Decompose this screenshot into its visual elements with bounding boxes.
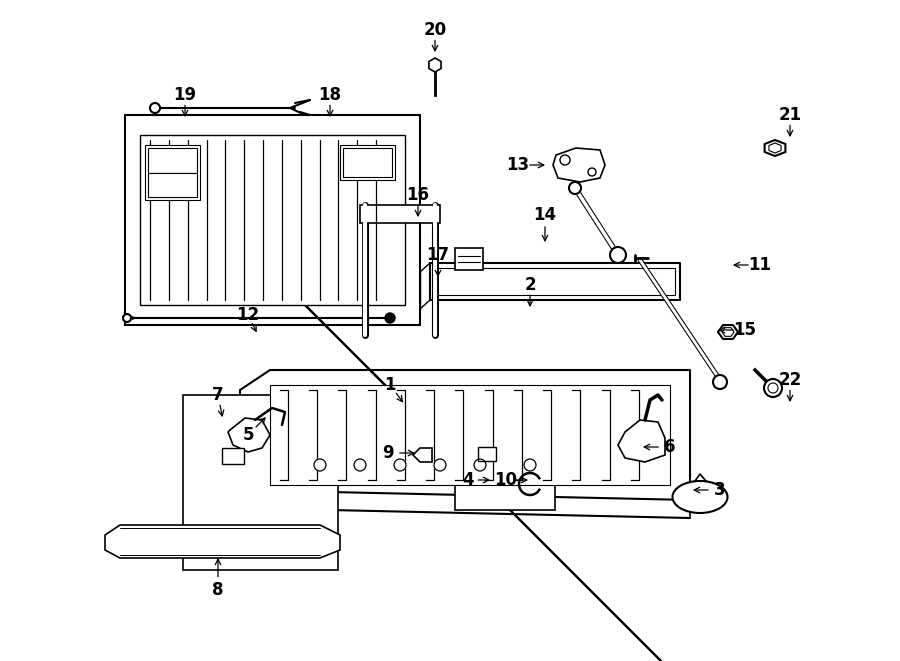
Bar (222, 448, 244, 464)
Ellipse shape (672, 481, 727, 513)
Text: 11: 11 (749, 256, 771, 274)
Text: 17: 17 (427, 246, 450, 264)
Text: 8: 8 (212, 581, 224, 599)
Circle shape (150, 103, 160, 113)
Text: 10: 10 (494, 471, 518, 489)
Bar (340, 145, 395, 180)
Text: 1: 1 (384, 376, 396, 394)
Circle shape (354, 459, 366, 471)
Circle shape (768, 383, 778, 393)
Circle shape (569, 182, 581, 194)
Circle shape (434, 459, 446, 471)
Circle shape (394, 459, 406, 471)
Bar (455, 458, 555, 510)
Polygon shape (769, 143, 781, 153)
Text: 21: 21 (778, 106, 802, 124)
Bar (270, 385, 670, 485)
Text: 2: 2 (524, 276, 536, 294)
Polygon shape (413, 448, 432, 462)
Polygon shape (722, 328, 734, 336)
Text: 9: 9 (382, 444, 394, 462)
Polygon shape (618, 420, 665, 462)
Circle shape (713, 375, 727, 389)
Bar (455, 248, 483, 270)
Bar (145, 145, 200, 200)
Text: 6: 6 (664, 438, 676, 456)
Text: 5: 5 (242, 426, 254, 444)
Bar (343, 148, 392, 177)
Circle shape (560, 155, 570, 165)
Circle shape (588, 168, 596, 176)
Bar (125, 115, 420, 325)
Polygon shape (429, 58, 441, 72)
Text: 13: 13 (507, 156, 529, 174)
Text: 4: 4 (463, 471, 473, 489)
Text: 19: 19 (174, 86, 196, 104)
Circle shape (764, 379, 782, 397)
Bar (148, 173, 197, 197)
Bar (148, 148, 197, 173)
Circle shape (385, 313, 395, 323)
Text: 20: 20 (423, 21, 446, 39)
Polygon shape (553, 148, 605, 182)
Circle shape (123, 314, 131, 322)
Polygon shape (718, 325, 738, 339)
Circle shape (314, 459, 326, 471)
Circle shape (474, 459, 486, 471)
Bar (183, 395, 338, 570)
Circle shape (610, 247, 626, 263)
Text: 12: 12 (237, 306, 259, 324)
Polygon shape (765, 140, 786, 156)
Bar (140, 135, 405, 305)
Circle shape (524, 459, 536, 471)
Bar (478, 447, 496, 461)
Polygon shape (105, 525, 340, 558)
Bar (360, 205, 440, 223)
Text: 18: 18 (319, 86, 341, 104)
Text: 16: 16 (407, 186, 429, 204)
Text: 7: 7 (212, 386, 224, 404)
Text: 3: 3 (715, 481, 725, 499)
Text: 14: 14 (534, 206, 556, 224)
Text: 15: 15 (734, 321, 757, 339)
Text: 22: 22 (778, 371, 802, 389)
